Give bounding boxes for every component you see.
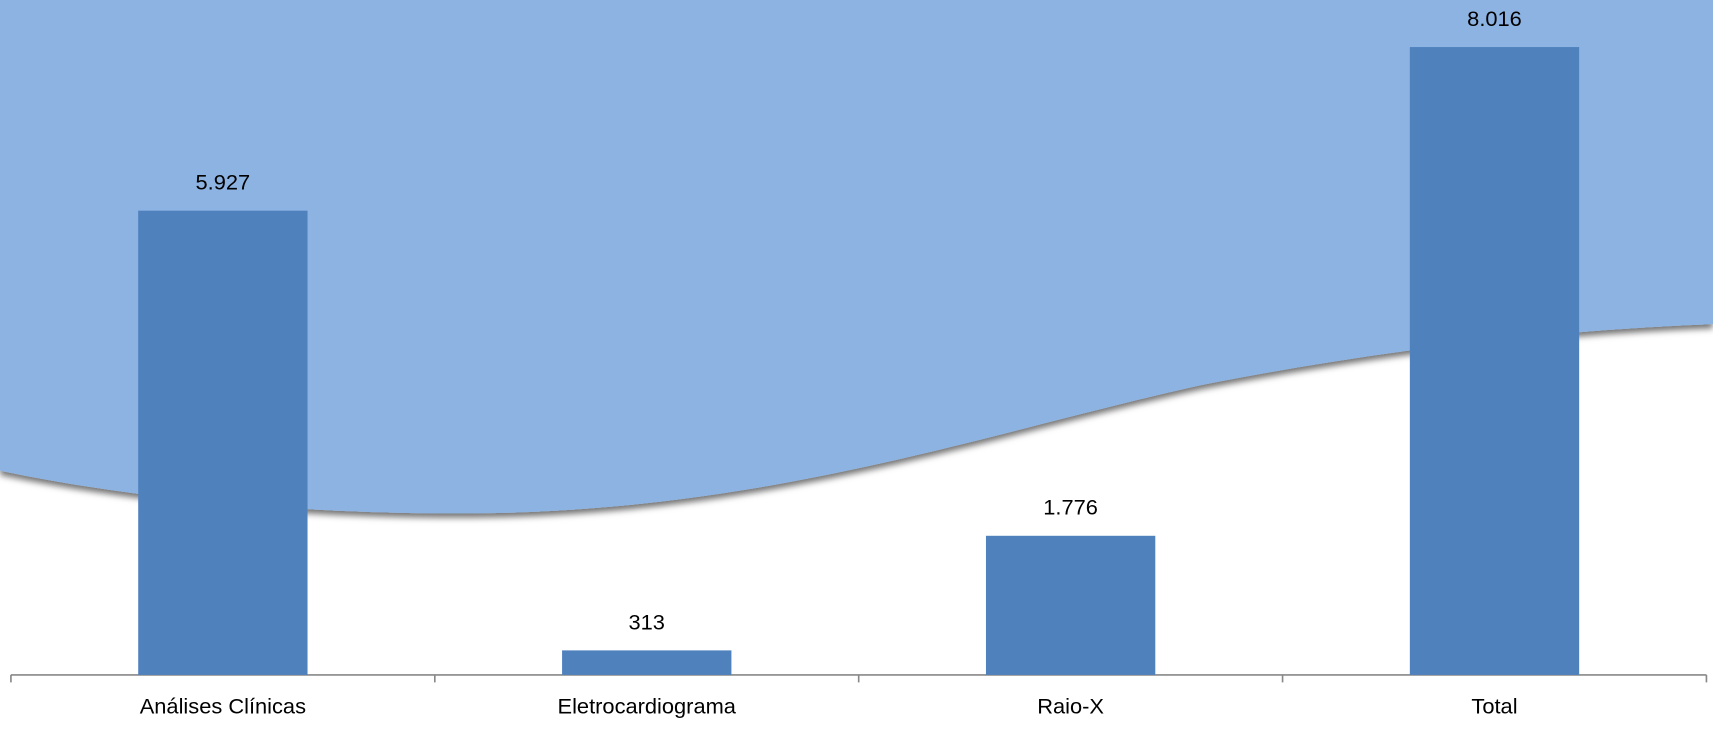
bar bbox=[1409, 47, 1580, 675]
bar bbox=[562, 650, 732, 675]
x-tick-label: Raio-X bbox=[1037, 694, 1104, 719]
value-label: 8.016 bbox=[1467, 6, 1522, 31]
value-label: 313 bbox=[629, 610, 665, 635]
value-label: 1.776 bbox=[1043, 495, 1098, 520]
x-tick-label: Eletrocardiograma bbox=[558, 694, 737, 719]
bar bbox=[985, 535, 1156, 675]
background-wave bbox=[0, 0, 1713, 514]
bar bbox=[138, 210, 308, 675]
x-tick-label: Total bbox=[1471, 694, 1517, 719]
value-label: 5.927 bbox=[196, 170, 251, 195]
x-tick-label: Análises Clínicas bbox=[140, 694, 306, 719]
